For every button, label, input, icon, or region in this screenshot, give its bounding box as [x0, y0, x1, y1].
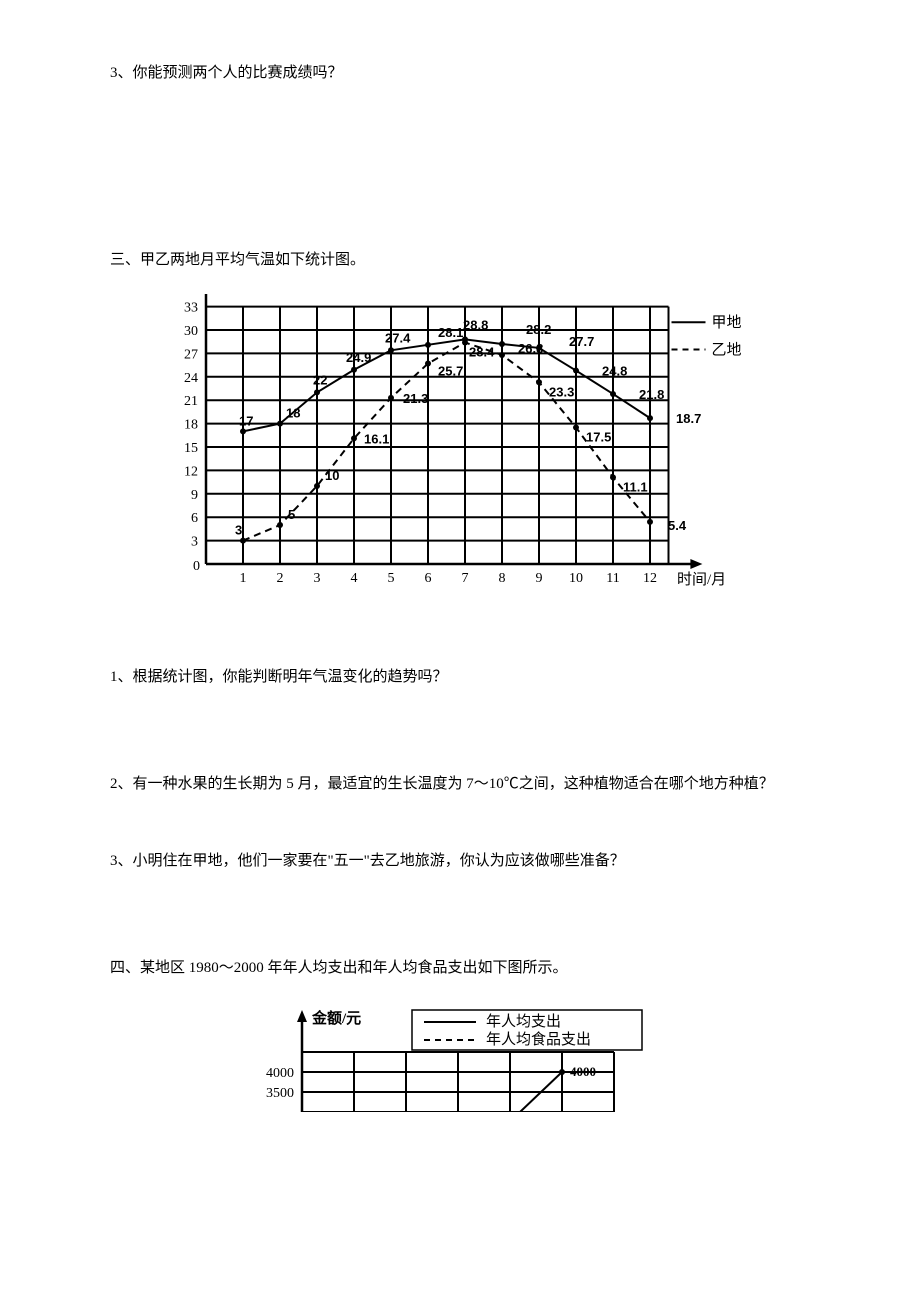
question-text: 3、小明住在甲地，他们一家要在"五一"去乙地旅游，你认为应该做哪些准备？ [110, 853, 625, 869]
svg-text:2: 2 [277, 571, 284, 586]
section-title-text: 四、某地区 1980～2000 年年人均支出和年人均食品支出如下图所示。 [110, 960, 568, 976]
chart1-svg: 36912151821242730331234567891011120气温/ ⁰… [140, 294, 780, 604]
section4-title: 四、某地区 1980～2000 年年人均支出和年人均食品支出如下图所示。 [110, 955, 810, 982]
svg-text:25.7: 25.7 [438, 364, 463, 379]
svg-text:时间/月: 时间/月 [677, 571, 726, 588]
spacer [110, 634, 810, 664]
svg-text:27: 27 [184, 347, 198, 362]
svg-text:27.7: 27.7 [569, 334, 594, 349]
spacer [110, 107, 810, 247]
svg-text:10: 10 [325, 468, 339, 483]
svg-text:8: 8 [499, 571, 506, 586]
svg-text:乙地: 乙地 [712, 342, 742, 359]
question-text: 2、有一种水果的生长期为 5 月，最适宜的生长温度为 7～10℃之间，这种植物适… [110, 776, 774, 792]
svg-text:18: 18 [184, 418, 198, 433]
svg-text:5.4: 5.4 [668, 518, 687, 533]
svg-text:11.1: 11.1 [623, 479, 648, 494]
svg-text:22: 22 [313, 372, 327, 387]
svg-text:21.8: 21.8 [639, 387, 664, 402]
svg-text:21.3: 21.3 [403, 391, 428, 406]
svg-text:6: 6 [425, 571, 432, 586]
svg-text:年人均支出: 年人均支出 [486, 1013, 561, 1030]
chart2-svg: 金额/元 年人均支出年人均食品支出 4000 3500 4000 [240, 1002, 660, 1112]
spacer [110, 895, 810, 955]
svg-text:4: 4 [351, 571, 358, 586]
svg-text:3: 3 [314, 571, 321, 586]
svg-text:1: 1 [240, 571, 247, 586]
svg-text:9: 9 [191, 488, 198, 503]
svg-text:10: 10 [569, 571, 583, 586]
svg-text:17.5: 17.5 [586, 430, 611, 445]
svg-text:28.4: 28.4 [469, 344, 495, 359]
svg-text:17: 17 [239, 413, 253, 428]
svg-text:年人均食品支出: 年人均食品支出 [486, 1031, 591, 1048]
svg-text:3: 3 [191, 535, 198, 550]
svg-text:9: 9 [536, 571, 543, 586]
svg-text:5: 5 [288, 507, 295, 522]
question-text: 3、你能预测两个人的比赛成绩吗？ [110, 65, 343, 81]
svg-text:7: 7 [462, 571, 469, 586]
svg-text:3500: 3500 [266, 1086, 294, 1101]
section3-title: 三、甲乙两地月平均气温如下统计图。 [110, 247, 810, 274]
svg-text:23.3: 23.3 [549, 384, 574, 399]
svg-text:24.8: 24.8 [602, 364, 627, 379]
svg-text:16.1: 16.1 [364, 431, 389, 446]
svg-text:4000: 4000 [266, 1066, 294, 1081]
svg-text:5: 5 [388, 571, 395, 586]
expenditure-chart: 金额/元 年人均支出年人均食品支出 4000 3500 4000 [240, 1002, 810, 1112]
spacer [110, 711, 810, 771]
svg-text:0: 0 [193, 559, 200, 574]
question-text: 1、根据统计图，你能判断明年气温变化的趋势吗？ [110, 669, 448, 685]
svg-text:24.9: 24.9 [346, 350, 371, 365]
svg-text:21: 21 [184, 394, 198, 409]
svg-text:24: 24 [184, 371, 198, 386]
svg-text:26.8: 26.8 [518, 341, 543, 356]
svg-text:18.7: 18.7 [676, 411, 701, 426]
svg-text:27.4: 27.4 [385, 330, 411, 345]
svg-text:28.8: 28.8 [463, 317, 488, 332]
svg-text:11: 11 [606, 571, 619, 586]
svg-text:金额/元: 金额/元 [311, 1009, 361, 1027]
temperature-chart: 36912151821242730331234567891011120气温/ ⁰… [140, 294, 810, 604]
svg-text:28.2: 28.2 [526, 322, 551, 337]
svg-text:30: 30 [184, 324, 198, 339]
spacer [110, 818, 810, 848]
svg-text:12: 12 [184, 464, 198, 479]
svg-text:3: 3 [235, 523, 242, 538]
svg-text:18: 18 [286, 406, 300, 421]
s3-q3: 3、小明住在甲地，他们一家要在"五一"去乙地旅游，你认为应该做哪些准备？ [110, 848, 810, 875]
svg-text:12: 12 [643, 571, 657, 586]
question-predict: 3、你能预测两个人的比赛成绩吗？ [110, 60, 810, 87]
svg-text:4000: 4000 [570, 1064, 596, 1079]
svg-text:甲地: 甲地 [712, 314, 742, 331]
svg-text:15: 15 [184, 441, 198, 456]
svg-text:6: 6 [191, 511, 198, 526]
s3-q2: 2、有一种水果的生长期为 5 月，最适宜的生长温度为 7～10℃之间，这种植物适… [110, 771, 810, 798]
s3-q1: 1、根据统计图，你能判断明年气温变化的趋势吗？ [110, 664, 810, 691]
section-title-text: 三、甲乙两地月平均气温如下统计图。 [110, 252, 365, 268]
svg-text:33: 33 [184, 301, 198, 316]
svg-text:28.1: 28.1 [438, 325, 463, 340]
